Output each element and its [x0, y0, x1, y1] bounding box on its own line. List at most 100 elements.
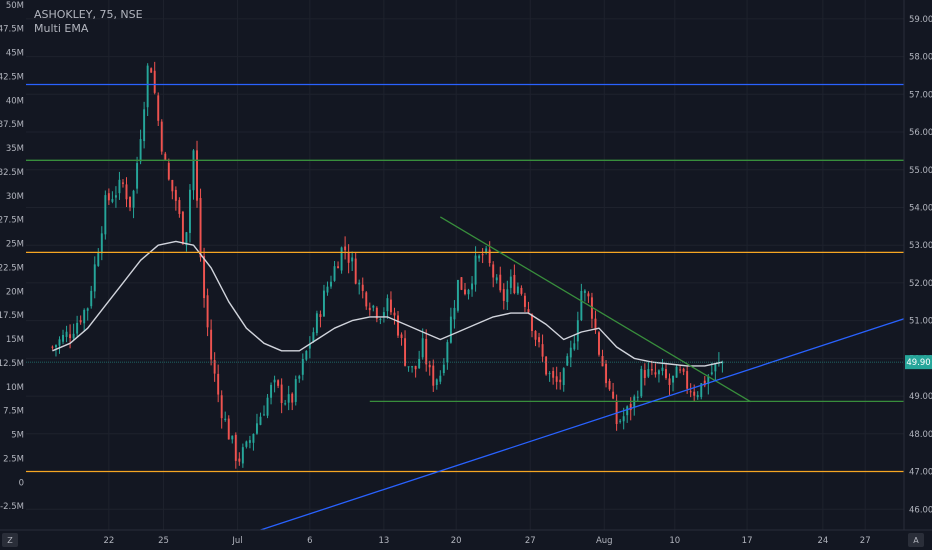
candle-body	[689, 391, 692, 393]
candle-body	[241, 447, 244, 464]
right-axis-tick: 49.00	[909, 392, 932, 402]
candle-body	[129, 196, 131, 208]
right-axis-tick: 52.00	[909, 279, 932, 289]
candle-body	[266, 397, 269, 416]
candle-body	[284, 403, 287, 405]
candle-body	[90, 290, 93, 307]
right-axis-tick: 46.00	[909, 505, 932, 515]
candle-body	[605, 363, 608, 384]
left-axis-tick: 0	[19, 478, 24, 488]
candle-body	[566, 356, 569, 366]
candle-body	[456, 280, 459, 311]
candle-body	[58, 339, 61, 346]
candle-body	[65, 331, 68, 337]
left-axis-tick: 12.5M	[0, 359, 24, 369]
candle-body	[622, 416, 625, 422]
right-axis-tick: 51.00	[909, 317, 932, 327]
candle-body	[545, 356, 548, 375]
candle-body	[619, 420, 622, 422]
chart-legend[interactable]: ASHOKLEY, 75, NSE Multi EMA	[34, 8, 143, 36]
candle-body	[326, 286, 329, 293]
candle-body	[174, 189, 177, 201]
candle-body	[594, 318, 597, 331]
candle-body	[382, 312, 385, 318]
candle-body	[252, 433, 255, 443]
candle-body	[509, 276, 512, 288]
candle-body	[238, 458, 241, 462]
candle-body	[171, 179, 174, 192]
candle-body	[576, 320, 579, 342]
candle-body	[340, 247, 343, 271]
candle-body	[665, 369, 667, 378]
auto-scale-button[interactable]	[908, 533, 924, 547]
time-axis-panel	[0, 530, 932, 550]
left-axis-tick: -2.5M	[0, 502, 24, 512]
time-axis-label: 20	[451, 536, 462, 546]
candle-body	[700, 383, 703, 398]
time-axis-label: 22	[103, 536, 114, 546]
left-axis-tick: 5M	[11, 431, 24, 441]
candle-body	[322, 290, 325, 317]
left-axis-tick: 50M	[6, 1, 24, 11]
candle-body	[453, 307, 456, 320]
time-axis-label: 24	[817, 536, 828, 546]
candle-body	[411, 366, 414, 368]
candle-body	[188, 189, 191, 233]
candle-body	[136, 163, 139, 189]
candle-body	[344, 246, 347, 251]
candle-body	[615, 400, 618, 425]
candle-body	[449, 316, 452, 343]
candle-body	[333, 266, 336, 281]
left-axis-tick: 17.5M	[0, 311, 24, 321]
candle-body	[146, 65, 149, 108]
candle-body	[79, 320, 82, 323]
candle-body	[559, 379, 562, 383]
candle-body	[97, 252, 100, 266]
time-axis-label: Jul	[231, 536, 242, 546]
candle-body	[203, 256, 206, 299]
candle-body	[132, 190, 135, 208]
candle-body	[312, 332, 315, 343]
candle-body	[657, 370, 660, 375]
candle-body	[157, 95, 160, 121]
candle-body	[647, 369, 650, 377]
left-axis-tick: 7.5M	[3, 407, 24, 417]
candle-body	[291, 393, 294, 403]
candle-body	[636, 396, 639, 398]
candle-body	[259, 416, 262, 425]
candle-body	[185, 232, 188, 246]
candle-body	[337, 266, 340, 269]
left-axis-tick: 30M	[6, 192, 24, 202]
zoom-button-label: Z	[7, 536, 13, 545]
candle-body	[442, 364, 445, 374]
descending-trendline	[439, 216, 751, 403]
candle-body	[531, 314, 533, 332]
candle-body	[76, 322, 79, 334]
candle-body	[650, 369, 653, 371]
candle-body	[153, 70, 156, 93]
candle-body	[478, 255, 481, 259]
candle-body	[294, 379, 297, 402]
candle-body	[210, 329, 213, 360]
zoom-button[interactable]	[2, 533, 18, 547]
last-price-label: 49.90	[906, 358, 930, 368]
left-axis-tick: 25M	[6, 240, 24, 250]
candle-body	[460, 277, 463, 290]
candle-body	[277, 380, 280, 386]
right-axis-tick: 53.00	[909, 241, 932, 251]
time-axis-label: Aug	[596, 536, 613, 546]
candle-body	[573, 343, 576, 350]
candle-body	[513, 274, 516, 294]
candle-body	[361, 284, 364, 291]
candle-body	[93, 264, 96, 292]
time-axis-label: 27	[525, 536, 536, 546]
candle-body	[471, 283, 474, 290]
candle-body	[520, 287, 523, 294]
candle-body	[358, 282, 361, 285]
candle-body	[375, 307, 378, 319]
candle-body	[104, 195, 107, 235]
candle-body	[534, 330, 537, 340]
candle-body	[710, 372, 713, 375]
indicator-label[interactable]: Multi EMA	[34, 22, 89, 35]
